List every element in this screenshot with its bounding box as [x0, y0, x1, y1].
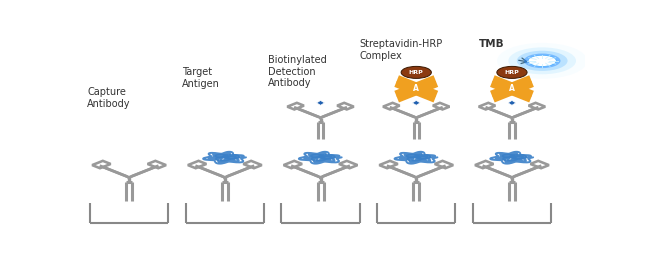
- Text: A: A: [509, 84, 515, 93]
- Text: HRP: HRP: [409, 70, 424, 75]
- Text: A: A: [413, 84, 419, 93]
- Circle shape: [528, 55, 556, 67]
- Polygon shape: [412, 100, 420, 105]
- Circle shape: [401, 66, 432, 79]
- Circle shape: [497, 43, 588, 79]
- Text: Capture
Antibody: Capture Antibody: [87, 87, 131, 109]
- Polygon shape: [519, 92, 532, 97]
- Polygon shape: [423, 81, 436, 86]
- Polygon shape: [396, 81, 410, 86]
- Text: HRP: HRP: [504, 70, 519, 75]
- Circle shape: [508, 47, 576, 74]
- Circle shape: [497, 66, 527, 79]
- Polygon shape: [508, 100, 516, 105]
- Text: TMB: TMB: [479, 39, 505, 49]
- Polygon shape: [492, 81, 505, 86]
- Polygon shape: [396, 92, 410, 97]
- Polygon shape: [423, 92, 436, 97]
- Text: Streptavidin-HRP
Complex: Streptavidin-HRP Complex: [359, 39, 443, 61]
- Polygon shape: [492, 92, 505, 97]
- Circle shape: [517, 51, 567, 71]
- Polygon shape: [317, 100, 324, 105]
- Polygon shape: [519, 81, 532, 86]
- Text: Target
Antigen: Target Antigen: [182, 67, 220, 89]
- Text: Biotinylated
Detection
Antibody: Biotinylated Detection Antibody: [268, 55, 326, 88]
- Circle shape: [524, 54, 560, 68]
